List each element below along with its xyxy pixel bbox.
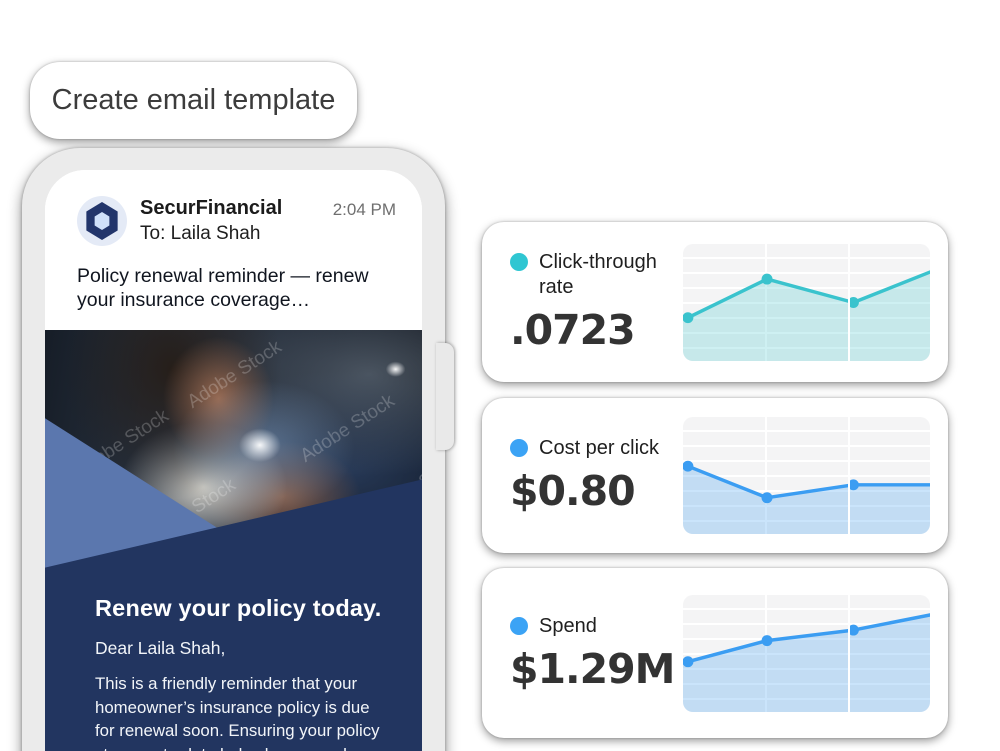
click-through-rate-chart bbox=[683, 243, 930, 361]
phone-side-button bbox=[436, 343, 454, 450]
metric-legend: Click-through rate bbox=[510, 250, 657, 300]
metric-legend: Spend bbox=[510, 614, 675, 639]
email-header: SecurFinancial To: Laila Shah 2:04 PM Po… bbox=[45, 170, 422, 330]
email-header-row: SecurFinancial To: Laila Shah 2:04 PM bbox=[77, 196, 396, 246]
spend-chart bbox=[683, 594, 930, 712]
phone-mockup: SecurFinancial To: Laila Shah 2:04 PM Po… bbox=[22, 148, 454, 751]
email-greeting: Dear Laila Shah, bbox=[95, 638, 226, 658]
sparkline-chart bbox=[683, 460, 930, 534]
create-email-template-label: Create email template bbox=[51, 84, 336, 116]
sender-name: SecurFinancial bbox=[140, 197, 283, 219]
legend-dot-icon bbox=[510, 439, 528, 457]
recipient: To: Laila Shah bbox=[140, 223, 261, 245]
hexagon-logo-icon bbox=[86, 202, 118, 240]
metric-label: Click-through rate bbox=[539, 251, 657, 298]
email-body-heading: Renew your policy today. bbox=[95, 595, 382, 621]
avatar bbox=[77, 196, 127, 246]
metric-label: Cost per click bbox=[539, 437, 660, 459]
metric-info: Click-through rate .0723 bbox=[510, 250, 657, 354]
cost-per-click-chart bbox=[683, 417, 930, 534]
email-body: Renew your policy today. Dear Laila Shah… bbox=[45, 575, 422, 751]
email-paragraph: This is a friendly reminder that your ho… bbox=[95, 674, 385, 751]
sparkline-chart bbox=[683, 612, 930, 712]
create-email-template-button[interactable]: Create email template bbox=[30, 62, 357, 139]
metric-legend: Cost per click bbox=[510, 436, 659, 461]
metric-card-cost-per-click: Cost per click $0.80 bbox=[482, 398, 948, 553]
metric-info: Spend $1.29M bbox=[510, 614, 675, 693]
metric-value: .0723 bbox=[510, 306, 636, 354]
metric-value: $0.80 bbox=[510, 467, 636, 515]
sender-block: SecurFinancial To: Laila Shah bbox=[140, 196, 282, 246]
legend-dot-icon bbox=[510, 616, 528, 635]
metric-label: Spend bbox=[539, 614, 597, 637]
legend-dot-icon bbox=[510, 253, 528, 271]
phone-screen: SecurFinancial To: Laila Shah 2:04 PM Po… bbox=[45, 170, 422, 751]
metric-card-click-through-rate: Click-through rate .0723 bbox=[482, 222, 948, 382]
hero-image: Adobe Stock Adobe Stock Adobe Stock Adob… bbox=[45, 330, 422, 575]
sparkline-chart bbox=[683, 269, 930, 361]
metric-card-spend: Spend $1.29M bbox=[482, 568, 948, 738]
email-subject: Policy renewal reminder — renew your ins… bbox=[77, 265, 369, 311]
metric-info: Cost per click $0.80 bbox=[510, 436, 659, 515]
email-time: 2:04 PM bbox=[332, 200, 396, 219]
metric-value: $1.29M bbox=[510, 644, 675, 693]
